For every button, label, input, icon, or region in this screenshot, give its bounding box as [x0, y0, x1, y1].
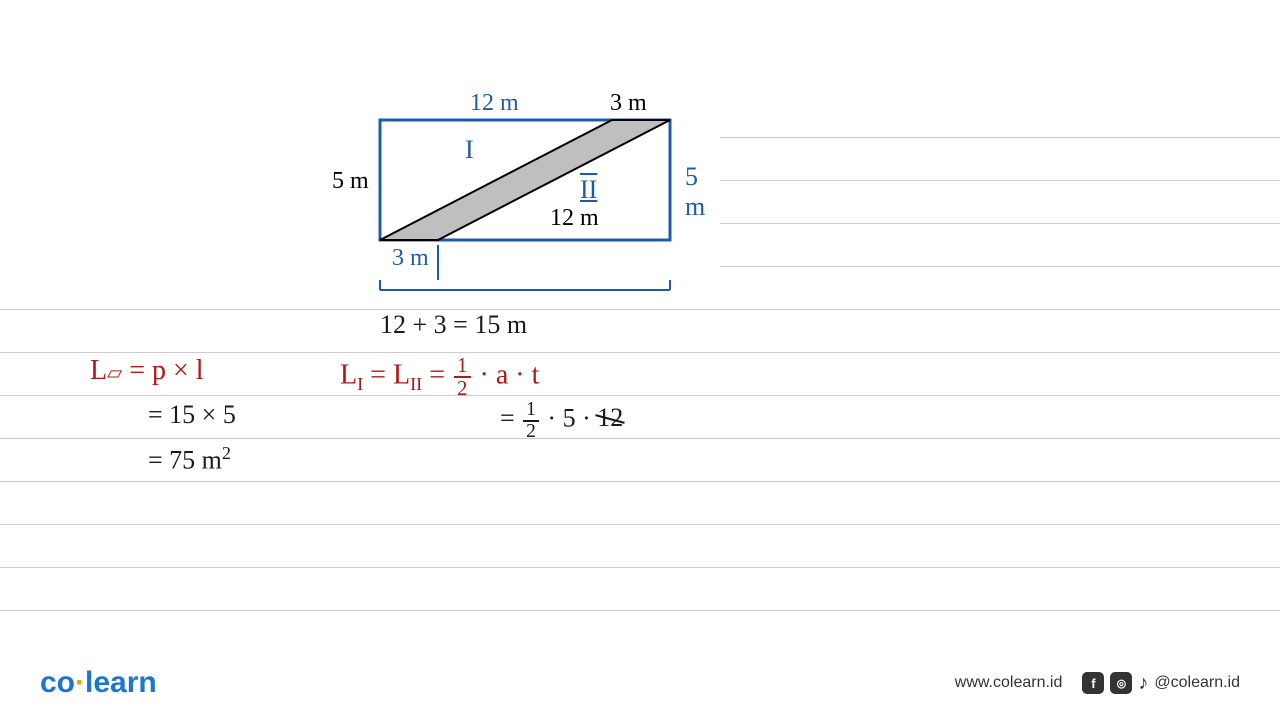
work-left-eq2: = 15 × 5: [148, 400, 236, 430]
label-bottom-12m: 12 m: [550, 205, 599, 232]
footer-right: www.colearn.id f ◎ ♪ @colearn.id: [955, 672, 1240, 695]
work-right-eq1: LI = LII = 12 · a · t: [340, 355, 539, 399]
ruled-line: [0, 438, 1280, 439]
logo-dot-icon: ·: [75, 666, 85, 699]
footer-handle: @colearn.id: [1154, 674, 1240, 692]
logo: co·learn: [40, 666, 157, 700]
label-top-12m: 12 m: [470, 90, 519, 117]
footer-url: www.colearn.id: [955, 674, 1063, 692]
ruled-line: [0, 309, 1280, 310]
label-bottom-3m: 3 m: [392, 245, 429, 272]
logo-co: co: [40, 666, 75, 699]
work-right-eq2: = 12 · 5 · 12: [500, 400, 623, 441]
work-sum: 12 + 3 = 15 m: [380, 310, 527, 340]
ruled-line: [0, 481, 1280, 482]
geometry-diagram: 12 m 3 m 5 m 5 m 12 m 3 m I II: [320, 90, 720, 290]
ruled-line: [0, 395, 1280, 396]
label-top-3m: 3 m: [610, 90, 647, 117]
label-region-1: I: [465, 135, 474, 165]
ruled-line: [0, 352, 1280, 353]
work-left-eq1: L▱ = p × l: [90, 355, 204, 387]
label-right-5m: 5 m: [685, 162, 720, 222]
ruled-line: [0, 610, 1280, 611]
ruled-line: [0, 567, 1280, 568]
facebook-icon: f: [1082, 672, 1104, 694]
label-region-2: II: [580, 175, 597, 205]
instagram-icon: ◎: [1110, 672, 1132, 694]
work-left-eq3: = 75 m2: [148, 443, 231, 476]
label-left-5m: 5 m: [332, 168, 369, 195]
tiktok-icon: ♪: [1138, 672, 1148, 695]
social-icons: f ◎ ♪ @colearn.id: [1082, 672, 1240, 695]
logo-learn: learn: [85, 666, 157, 699]
diagram-svg: [320, 90, 740, 300]
footer: co·learn www.colearn.id f ◎ ♪ @colearn.i…: [0, 666, 1280, 700]
ruled-line: [0, 524, 1280, 525]
